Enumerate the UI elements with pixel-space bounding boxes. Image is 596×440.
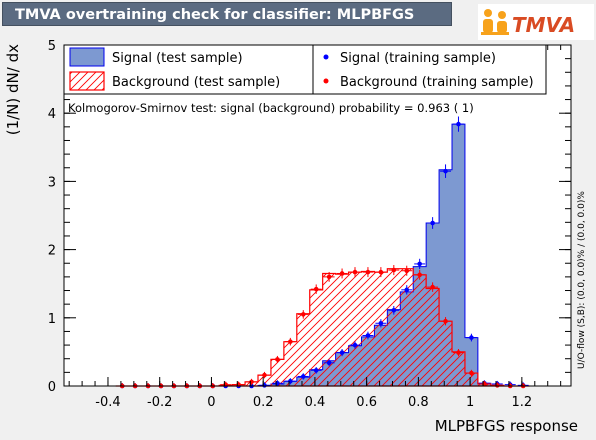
y-tick-label: 0 — [48, 380, 56, 395]
x-tick-label: -0.2 — [147, 395, 172, 410]
background-training-point — [417, 272, 422, 278]
background-training-point — [339, 271, 345, 276]
y-tick-label: 2 — [48, 244, 56, 259]
x-tick-label: 0.4 — [305, 395, 326, 410]
signal-training-point — [443, 168, 448, 174]
logo-text: TMVA — [512, 13, 575, 37]
legend-signal-points-marker — [323, 54, 329, 60]
y-tick-label: 1 — [48, 312, 56, 327]
signal-training-point — [417, 261, 422, 267]
signal-training-point — [339, 350, 345, 355]
logo-people-icon — [481, 9, 509, 35]
overflow-note: U/O-flow (S,B): (0.0, 0.0)% / (0.0, 0.0)… — [577, 191, 587, 369]
signal-training-point — [326, 360, 332, 366]
legend-background-points-marker — [323, 78, 329, 84]
y-tick-label: 3 — [48, 175, 56, 190]
legend-background-test-swatch — [69, 71, 105, 91]
ks-test-label: Kolmogorov-Smirnov test: signal (backgro… — [68, 101, 474, 115]
x-tick-label: 1.2 — [512, 395, 533, 410]
legend-box — [63, 44, 547, 95]
background-training-point — [378, 269, 384, 275]
background-training-point — [288, 339, 293, 344]
background-training-point — [469, 370, 474, 376]
background-training-point — [404, 268, 410, 274]
signal-training-point — [456, 121, 461, 127]
page-title: TMVA overtraining check for classifier: … — [2, 2, 452, 26]
tmva-logo: TMVA — [478, 4, 594, 40]
legend-label: Background (training sample) — [340, 75, 534, 90]
signal-training-point — [313, 368, 319, 373]
x-axis-title: MLPBFGS response — [435, 417, 578, 435]
background-training-point — [391, 267, 397, 273]
background-training-point — [275, 357, 280, 362]
x-tick-label: -0.4 — [95, 395, 120, 410]
y-tick-label: 5 — [48, 39, 56, 54]
signal-training-point — [469, 335, 474, 340]
y-tick-label: 4 — [48, 107, 56, 122]
legend-signal-test-swatch — [69, 47, 105, 67]
y-axis-title: (1/N) dN/ dx — [4, 44, 22, 135]
legend-label: Background (test sample) — [112, 75, 280, 90]
x-tick-label: 1 — [466, 395, 474, 410]
signal-training-point — [404, 287, 410, 293]
background-training-point — [443, 318, 448, 324]
background-training-point — [365, 269, 371, 275]
legend-label: Signal (test sample) — [112, 51, 243, 66]
x-tick-label: 0.6 — [356, 395, 377, 410]
background-training-point — [326, 274, 332, 280]
signal-training-point — [430, 220, 435, 226]
x-tick-label: 0.2 — [253, 395, 274, 410]
background-training-point — [352, 269, 358, 275]
x-tick-label: 0 — [207, 395, 215, 410]
background-training-point — [300, 312, 306, 317]
signal-training-point — [365, 333, 371, 338]
x-tick-label: 0.8 — [408, 395, 429, 410]
signal-training-point — [378, 320, 384, 326]
signal-training-point — [391, 307, 397, 313]
signal-training-point — [352, 342, 358, 348]
background-training-point — [430, 284, 435, 290]
legend-label: Signal (training sample) — [340, 51, 496, 66]
signal-training-point — [300, 374, 306, 379]
background-training-point — [313, 286, 319, 292]
background-training-point — [456, 350, 461, 355]
background-training-point — [262, 372, 267, 378]
